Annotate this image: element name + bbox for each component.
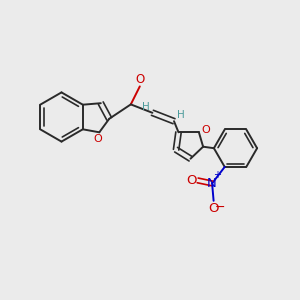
Text: O: O: [93, 134, 102, 144]
Text: O: O: [186, 174, 196, 187]
Text: O: O: [201, 125, 210, 135]
Text: O: O: [208, 202, 219, 215]
Text: +: +: [213, 170, 220, 180]
Text: H: H: [142, 102, 150, 112]
Text: −: −: [215, 201, 226, 214]
Text: O: O: [136, 73, 145, 86]
Text: H: H: [177, 110, 184, 120]
Text: N: N: [207, 177, 217, 190]
